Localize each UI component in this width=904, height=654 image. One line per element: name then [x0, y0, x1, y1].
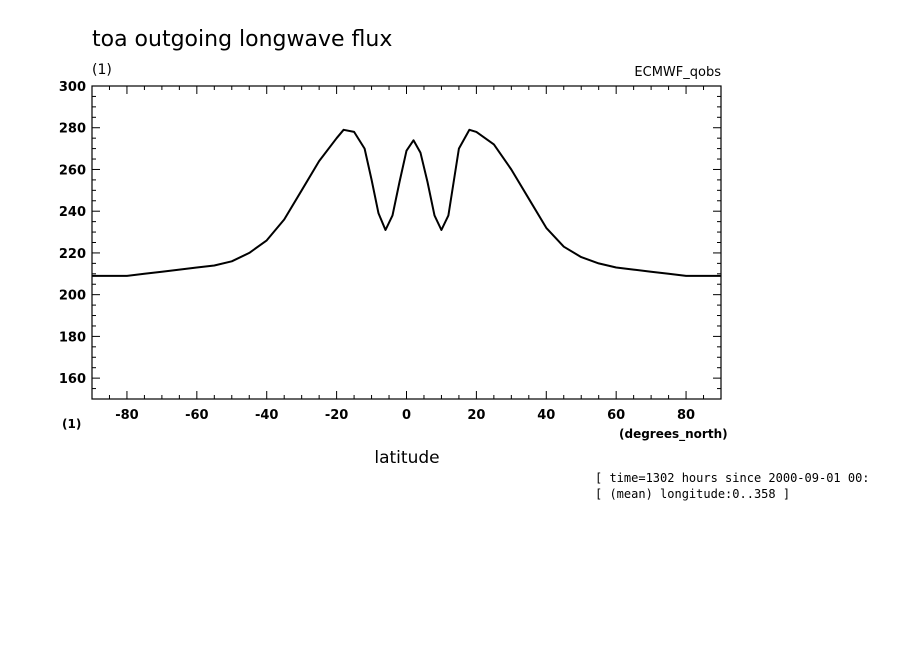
x-tick-label: -80 — [115, 408, 139, 423]
x-tick-label: -20 — [325, 408, 349, 423]
y-tick-label: 260 — [59, 163, 86, 178]
y-tick-label: 200 — [59, 289, 86, 304]
series-lines — [92, 128, 721, 277]
plot-frame — [91, 85, 722, 400]
y-tick-label: 280 — [59, 122, 86, 137]
x-tick-label: 40 — [537, 408, 555, 423]
x-tick-label: 20 — [467, 408, 485, 423]
y-tick-label: 220 — [59, 247, 86, 262]
info-line-longitude: [ (mean) longitude:0..358 ] — [595, 487, 790, 501]
y-tick-label: 160 — [59, 372, 86, 387]
y-tick-labels: 160 180 200 220 240 260 280 300 — [59, 80, 86, 387]
dataset-label: ECMWF_qobs — [634, 65, 721, 80]
x-tick-label: -40 — [255, 408, 279, 423]
chart-title: toa outgoing longwave flux — [92, 27, 392, 52]
y-tick-label: 240 — [59, 205, 86, 220]
x-tick-label: 60 — [607, 408, 625, 423]
x-tick-label: 0 — [402, 408, 411, 423]
x-tick-label: 80 — [677, 408, 695, 423]
x-units-label: (degrees_north) — [619, 427, 728, 442]
y-units-bottom-label: (1) — [62, 417, 81, 431]
info-line-time: [ time=1302 hours since 2000-09-01 00: — [595, 471, 870, 485]
y-tick-label: 300 — [59, 80, 86, 95]
x-axis-label: latitude — [374, 448, 439, 468]
y-tick-label: 180 — [59, 330, 86, 345]
plot-axes — [91, 85, 722, 400]
x-tick-label: -60 — [185, 408, 209, 423]
series-line — [92, 128, 721, 277]
x-tick-labels: -80 -60 -40 -20 0 20 40 60 80 — [115, 408, 695, 423]
y-units-label: (1) — [92, 62, 112, 78]
